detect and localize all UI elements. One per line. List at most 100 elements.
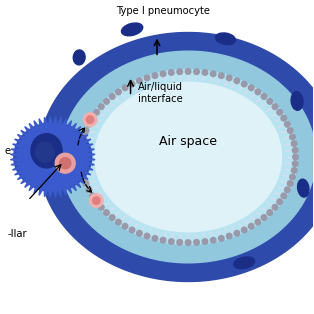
Ellipse shape xyxy=(298,179,309,197)
Circle shape xyxy=(210,71,216,77)
Circle shape xyxy=(90,115,95,121)
Circle shape xyxy=(277,199,283,204)
Ellipse shape xyxy=(234,257,255,269)
Circle shape xyxy=(185,69,191,74)
Circle shape xyxy=(86,116,94,123)
Circle shape xyxy=(290,134,295,140)
Circle shape xyxy=(122,224,128,229)
Circle shape xyxy=(287,181,293,186)
Circle shape xyxy=(79,168,85,173)
Circle shape xyxy=(169,70,174,75)
Circle shape xyxy=(177,69,182,74)
Circle shape xyxy=(94,110,99,115)
Circle shape xyxy=(226,233,232,239)
Circle shape xyxy=(129,227,135,233)
Circle shape xyxy=(226,75,232,81)
Ellipse shape xyxy=(14,123,92,191)
Circle shape xyxy=(160,71,166,77)
Circle shape xyxy=(194,240,199,245)
Circle shape xyxy=(291,141,297,146)
Circle shape xyxy=(248,85,254,90)
Circle shape xyxy=(83,181,89,186)
Circle shape xyxy=(109,215,115,220)
Circle shape xyxy=(292,161,298,166)
Circle shape xyxy=(104,210,109,215)
Circle shape xyxy=(104,99,109,104)
Circle shape xyxy=(255,219,261,225)
Circle shape xyxy=(86,187,92,192)
Circle shape xyxy=(202,70,208,75)
Text: Type I pneumocyte: Type I pneumocyte xyxy=(116,6,211,16)
Circle shape xyxy=(202,239,208,244)
Circle shape xyxy=(89,194,103,208)
Polygon shape xyxy=(61,51,314,263)
Circle shape xyxy=(267,210,273,215)
Ellipse shape xyxy=(73,50,85,65)
Circle shape xyxy=(234,230,240,236)
Circle shape xyxy=(290,174,295,180)
Circle shape xyxy=(219,73,224,78)
Circle shape xyxy=(281,193,287,199)
Circle shape xyxy=(144,75,150,81)
Circle shape xyxy=(81,134,87,140)
Circle shape xyxy=(79,141,85,146)
Circle shape xyxy=(241,227,247,233)
Circle shape xyxy=(152,236,158,241)
Circle shape xyxy=(272,104,278,110)
Polygon shape xyxy=(10,116,95,198)
Circle shape xyxy=(137,78,142,84)
Circle shape xyxy=(241,81,247,87)
Circle shape xyxy=(94,199,99,204)
Circle shape xyxy=(194,69,199,74)
Circle shape xyxy=(261,215,267,220)
Circle shape xyxy=(219,236,224,241)
Circle shape xyxy=(177,240,182,245)
Circle shape xyxy=(109,94,115,99)
Circle shape xyxy=(129,81,135,87)
Circle shape xyxy=(293,154,298,160)
Circle shape xyxy=(122,85,128,90)
Circle shape xyxy=(210,237,216,243)
Polygon shape xyxy=(39,33,314,281)
Circle shape xyxy=(99,104,104,110)
Circle shape xyxy=(83,128,89,133)
Circle shape xyxy=(267,99,273,104)
Circle shape xyxy=(185,240,191,245)
Text: -llar: -llar xyxy=(8,229,27,239)
Circle shape xyxy=(234,78,240,84)
Circle shape xyxy=(287,128,293,133)
Ellipse shape xyxy=(31,134,62,168)
Circle shape xyxy=(272,204,278,210)
Circle shape xyxy=(169,239,174,244)
Circle shape xyxy=(261,94,267,99)
Circle shape xyxy=(144,233,150,239)
Circle shape xyxy=(281,115,287,121)
Circle shape xyxy=(99,204,104,210)
Circle shape xyxy=(83,113,97,127)
Text: Air/liquid
interface: Air/liquid interface xyxy=(138,82,183,104)
Polygon shape xyxy=(95,82,281,232)
Circle shape xyxy=(55,153,75,173)
Circle shape xyxy=(284,122,290,127)
Circle shape xyxy=(60,158,71,169)
Circle shape xyxy=(291,168,297,173)
Circle shape xyxy=(292,148,298,153)
Circle shape xyxy=(152,73,158,78)
Circle shape xyxy=(86,122,92,127)
Text: e: e xyxy=(4,146,11,156)
Circle shape xyxy=(116,89,121,95)
Circle shape xyxy=(78,154,84,160)
Circle shape xyxy=(284,187,290,192)
Circle shape xyxy=(90,193,95,199)
Circle shape xyxy=(78,161,84,166)
Ellipse shape xyxy=(215,33,236,45)
Ellipse shape xyxy=(291,92,303,110)
Circle shape xyxy=(248,224,254,229)
Ellipse shape xyxy=(122,23,143,36)
Circle shape xyxy=(81,174,87,180)
Circle shape xyxy=(255,89,261,95)
Ellipse shape xyxy=(35,142,54,162)
Circle shape xyxy=(116,219,121,225)
Circle shape xyxy=(160,237,166,243)
Polygon shape xyxy=(79,70,297,244)
